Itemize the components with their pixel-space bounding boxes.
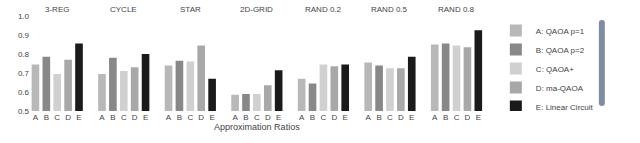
svg-text:B: B: [310, 113, 315, 122]
svg-text:RAND 0.2: RAND 0.2: [305, 5, 342, 14]
svg-text:A: A: [232, 113, 238, 122]
svg-text:RAND 0.8: RAND 0.8: [438, 5, 475, 14]
svg-text:E: E: [276, 113, 281, 122]
svg-text:B: B: [44, 113, 49, 122]
svg-text:0.6: 0.6: [18, 88, 30, 97]
svg-text:B: QAOA p=2: B: QAOA p=2: [536, 46, 585, 55]
svg-text:A: A: [166, 113, 172, 122]
svg-text:C: C: [54, 113, 60, 122]
svg-text:C: C: [187, 113, 193, 122]
svg-text:E: E: [209, 113, 214, 122]
svg-text:E: E: [476, 113, 481, 122]
svg-text:STAR: STAR: [180, 5, 201, 14]
svg-text:E: E: [409, 113, 414, 122]
svg-text:A: A: [299, 113, 305, 122]
svg-text:0.8: 0.8: [18, 50, 30, 59]
svg-text:B: B: [243, 113, 248, 122]
svg-text:A: A: [432, 113, 438, 122]
svg-text:A: A: [366, 113, 372, 122]
svg-text:D: D: [65, 113, 71, 122]
svg-text:B: B: [376, 113, 381, 122]
svg-text:D: D: [132, 113, 138, 122]
svg-text:3-REG: 3-REG: [45, 5, 69, 14]
svg-text:D: D: [265, 113, 271, 122]
svg-text:Approximation Ratios: Approximation Ratios: [214, 122, 300, 132]
svg-text:1.0: 1.0: [18, 12, 30, 21]
svg-text:D: D: [198, 113, 204, 122]
svg-text:C: C: [387, 113, 393, 122]
svg-text:E: Linear Circuit: E: Linear Circuit: [536, 103, 594, 111]
svg-text:0.9: 0.9: [18, 31, 30, 40]
svg-text:D: ma-QAOA: D: ma-QAOA: [536, 84, 584, 93]
svg-text:CYCLE: CYCLE: [110, 5, 137, 14]
svg-text:C: QAOA+: C: QAOA+: [536, 65, 574, 74]
svg-text:B: B: [443, 113, 448, 122]
svg-text:D: D: [398, 113, 404, 122]
svg-text:A: A: [99, 113, 105, 122]
svg-text:C: C: [121, 113, 127, 122]
svg-text:B: B: [177, 113, 182, 122]
svg-text:2D-GRID: 2D-GRID: [240, 5, 273, 14]
svg-text:0.5: 0.5: [18, 107, 30, 116]
svg-text:C: C: [454, 113, 460, 122]
svg-text:C: C: [321, 113, 327, 122]
svg-text:E: E: [76, 113, 81, 122]
svg-text:B: B: [110, 113, 115, 122]
svg-text:A: A: [33, 113, 39, 122]
svg-text:D: D: [465, 113, 471, 122]
svg-text:0.7: 0.7: [18, 69, 30, 78]
svg-text:E: E: [343, 113, 348, 122]
svg-text:A: QAOA p=1: A: QAOA p=1: [536, 27, 585, 36]
svg-text:C: C: [254, 113, 260, 122]
svg-text:RAND 0.5: RAND 0.5: [371, 5, 408, 14]
svg-text:D: D: [331, 113, 337, 122]
svg-text:E: E: [143, 113, 148, 122]
